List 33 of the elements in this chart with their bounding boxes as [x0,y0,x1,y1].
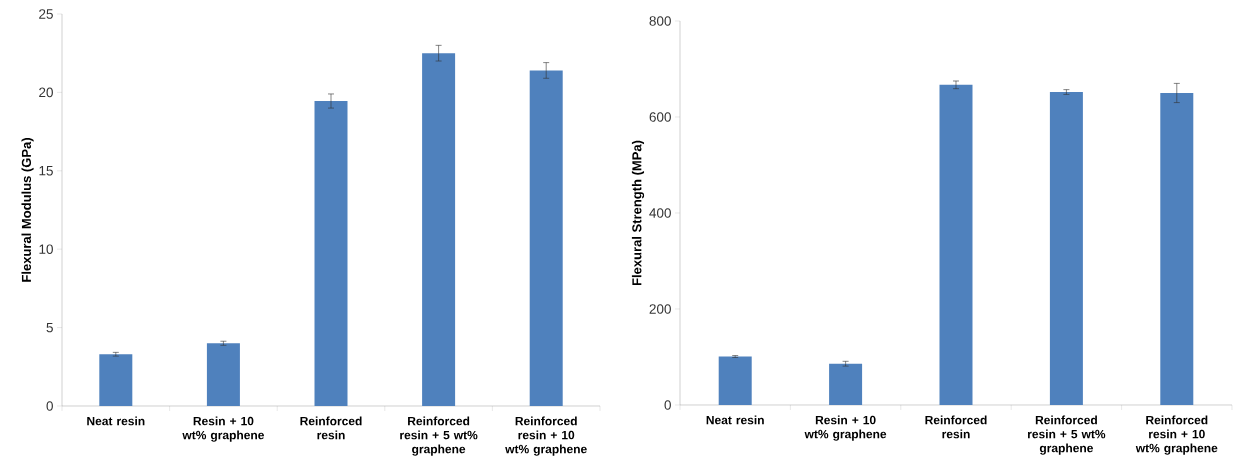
y-tick-label: 600 [649,112,671,122]
bar [529,70,563,406]
x-tick-label: Reinforced resin + 10 wt% graphene [1135,415,1218,455]
bar [718,356,752,405]
y-tick-label: 0 [46,401,53,411]
y-tick-label: 5 [46,322,53,333]
y-tick-label: 10 [39,244,53,254]
y-axis-title: Flexural Strength (MPa) [631,140,645,286]
y-tick-label: 15 [39,166,53,176]
y-tick-label: 25 [39,9,53,19]
y-tick-label: 20 [39,87,53,98]
x-tick-label: Reinforced resin + 5 wt% graphene [400,416,478,456]
x-tick-label: Reinforced resin [925,415,987,439]
y-tick-label: 0 [664,400,671,410]
y-tick-label: 200 [649,304,671,314]
bar [422,53,456,406]
x-tick-label: Reinforced resin + 10 wt% graphene [505,416,587,456]
bar [939,84,973,405]
x-tick-label: Resin + 10 wt% graphene [804,415,887,441]
bar [1049,92,1083,405]
x-tick-label: Reinforced resin [300,416,362,440]
bar [314,101,348,406]
bar [829,363,863,405]
bar [206,343,240,406]
y-tick-label: 400 [649,208,671,218]
y-axis-title: Flexural Modulus (GPa) [21,138,34,282]
x-tick-label: Reinforced resin + 5 wt% graphene [1028,415,1106,455]
x-tick-label: Neat resin [87,416,145,426]
bar [99,354,133,406]
x-tick-label: Resin + 10 wt% graphene [182,416,264,442]
x-tick-label: Neat resin [706,415,764,425]
bar [1160,92,1194,405]
y-tick-label: 800 [649,16,671,26]
